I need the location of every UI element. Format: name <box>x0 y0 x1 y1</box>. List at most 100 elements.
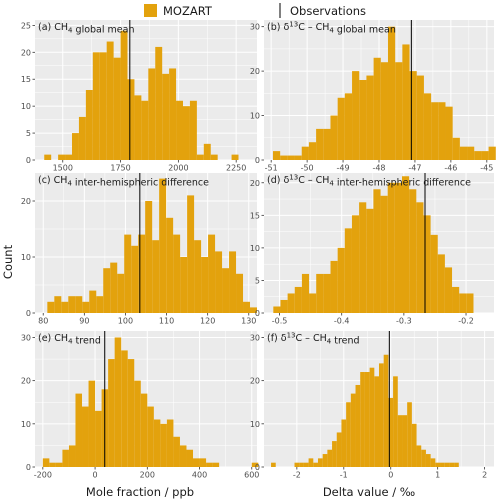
histogram-bar <box>273 306 281 313</box>
histogram-bar <box>271 462 276 467</box>
histogram-bar <box>387 26 396 160</box>
histogram-bar <box>212 462 220 467</box>
x-tick-label: -48 <box>372 164 385 173</box>
histogram-bar <box>199 458 207 467</box>
x-tick-label: 130 <box>241 317 256 326</box>
histogram-bar <box>222 268 230 313</box>
histogram-bar <box>58 154 66 160</box>
histogram-bar <box>121 350 128 467</box>
x-tick-label: 2000 <box>168 164 188 173</box>
histogram-bar <box>110 262 118 313</box>
histogram-bar <box>68 445 76 467</box>
histogram-bar <box>85 90 93 160</box>
histogram-bar <box>440 462 445 467</box>
histogram-bar <box>481 151 489 160</box>
y-tick-label: 5 <box>26 129 31 138</box>
histogram-bars <box>273 176 474 313</box>
histogram-bar <box>108 359 115 467</box>
x-tick-label: 200 <box>140 471 155 480</box>
histogram-bar <box>444 462 450 467</box>
histogram-bar <box>344 93 353 160</box>
x-tick-label: 1 <box>435 471 440 480</box>
histogram-bar <box>430 234 438 313</box>
panel-title: (d) δ13C – CH4 inter-hemispheric differe… <box>267 174 471 189</box>
y-tick-label: 0 <box>26 309 31 318</box>
histogram-bar <box>337 97 345 160</box>
histogram-bar <box>309 293 317 313</box>
y-tick-label: 10 <box>21 102 31 111</box>
histogram-bars <box>42 337 259 467</box>
histogram-bar <box>431 102 439 160</box>
histogram-bar <box>308 142 317 160</box>
panel-title: (c) CH4 inter-hemispheric difference <box>38 175 209 189</box>
histogram-bar <box>409 189 417 313</box>
histogram-bars <box>47 178 257 313</box>
histogram-bar <box>96 296 104 313</box>
histogram-bar <box>359 80 367 160</box>
y-tick-label: 30 <box>250 333 260 342</box>
y-tick-label: 5 <box>255 276 260 285</box>
histogram-bar <box>425 454 431 467</box>
histogram-bar <box>380 195 388 313</box>
histogram-bar <box>215 251 223 313</box>
histogram-bar <box>95 410 102 467</box>
histogram-bar <box>449 462 455 467</box>
x-tick-label: 1500 <box>53 164 73 173</box>
histogram-bar <box>445 106 453 160</box>
histogram-bar <box>416 445 422 467</box>
y-tick-label: 10 <box>250 112 260 121</box>
histogram-bar <box>380 62 388 160</box>
histogram-bar <box>303 462 309 467</box>
histogram-bar <box>317 458 323 467</box>
histogram-bar <box>407 402 412 467</box>
histogram-bar <box>203 143 211 160</box>
histogram-bar <box>103 268 111 313</box>
histogram-bar <box>344 228 352 313</box>
y-tick-label: 20 <box>21 197 31 206</box>
histogram-bar <box>134 380 141 467</box>
panel-a: 1500 1750 2000 2250 0 5 10 15 20 25 (a) CH4 global… <box>21 20 257 173</box>
x-tick-label: 600 <box>244 471 259 480</box>
histogram-bar <box>127 79 135 160</box>
histogram-bar <box>243 301 251 313</box>
histogram-bar <box>423 215 431 313</box>
legend-observations-label: Observations <box>290 4 366 18</box>
histogram-bar <box>341 419 347 467</box>
histogram-bar <box>55 462 63 467</box>
histogram-bar <box>140 393 148 467</box>
histogram-bar <box>280 299 288 313</box>
x-tick-label: 100 <box>118 317 133 326</box>
histogram-bar <box>299 462 304 467</box>
histogram-bar <box>189 100 197 160</box>
histogram-bar <box>229 251 237 313</box>
x-tick-label: 1750 <box>110 164 130 173</box>
histogram-bars <box>44 30 239 161</box>
histogram-bar <box>42 458 50 467</box>
panel-title: (a) CH4 global mean <box>38 22 134 36</box>
histogram-bar <box>65 154 72 160</box>
y-tick-label: 30 <box>250 23 260 32</box>
histogram-bar <box>416 75 424 160</box>
histogram-bar <box>134 95 142 160</box>
histogram-bar <box>416 202 424 313</box>
x-tick-label: -45 <box>480 164 493 173</box>
histogram-bar <box>250 307 257 313</box>
y-tick-label: 20 <box>250 67 260 76</box>
histogram-bar <box>287 293 295 313</box>
histogram-bar <box>388 397 394 467</box>
x-tick-label: 80 <box>38 317 48 326</box>
histogram-bars <box>271 354 459 467</box>
x-tick-label: 0 <box>93 471 98 480</box>
x-axis-title-left: Mole fraction / ppb <box>86 485 194 499</box>
histogram-bar <box>117 273 125 313</box>
histogram-bar <box>421 449 426 467</box>
y-tick-label: 0 <box>255 309 260 318</box>
histogram-bar <box>395 62 403 160</box>
histogram-bars <box>272 26 496 160</box>
histogram-bar <box>147 406 154 467</box>
histogram-bar <box>201 257 209 313</box>
x-tick-label: 400 <box>192 471 207 480</box>
panel-b: -51 -50 -49 -48 -47 -46 -45 0 10 20 30 (b) δ13C – C… <box>250 20 496 173</box>
histogram-bar <box>131 245 139 313</box>
